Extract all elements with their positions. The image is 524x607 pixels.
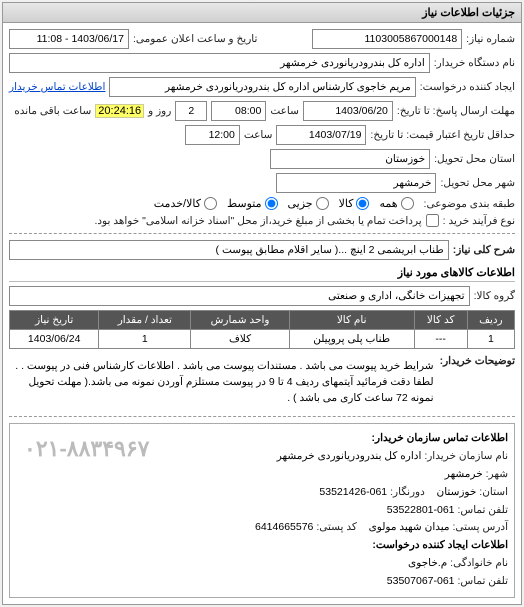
remain-days-input: [175, 101, 207, 121]
validity-time-input[interactable]: [185, 125, 240, 145]
subject-class-row: طبقه بندی موضوعی: همه کالا جزیی متوسط کا…: [9, 197, 515, 210]
table-header-cell: کد کالا: [414, 311, 467, 330]
radio-partial-label: جزیی: [288, 197, 313, 210]
validity-date-input[interactable]: [276, 125, 366, 145]
family-value: م.خاجوی: [408, 557, 447, 569]
deadline-label: مهلت ارسال پاسخ: تا تاریخ:: [397, 105, 515, 117]
remain-time: 20:24:16: [95, 104, 144, 118]
purchase-type-note: پرداخت تمام یا بخشی از مبلغ خرید،از محل …: [94, 215, 421, 227]
notes-text: شرایط خرید پیوست می باشد . مستندات پیوست…: [9, 355, 436, 410]
table-cell: 1: [467, 330, 514, 349]
req-no-input[interactable]: [312, 29, 462, 49]
validity-time-label: ساعت: [244, 129, 273, 141]
postal-label: کد پستی:: [316, 521, 357, 533]
cphone-value: 061-53522801: [387, 504, 455, 516]
table-header-row: ردیفکد کالانام کالاواحد شمارشتعداد / مقد…: [10, 311, 515, 330]
creator-phone-value: 061-53507067: [387, 575, 455, 587]
table-cell: ---: [414, 330, 467, 349]
purchase-type-checkbox[interactable]: [426, 214, 439, 227]
items-section-title: اطلاعات کالاهای مورد نیاز: [9, 266, 515, 282]
goods-group-input[interactable]: [9, 286, 470, 306]
table-header-cell: نام کالا: [289, 311, 414, 330]
postal-value: 6414665576: [255, 521, 313, 533]
radio-medium[interactable]: متوسط: [227, 197, 278, 210]
creator-input[interactable]: [109, 77, 415, 97]
items-table: ردیفکد کالانام کالاواحد شمارشتعداد / مقد…: [9, 310, 515, 349]
device-label: نام دستگاه خریدار:: [434, 57, 515, 69]
deadline-date-input[interactable]: [303, 101, 393, 121]
announce-label: تاریخ و ساعت اعلان عمومی:: [133, 33, 257, 45]
fax-label: دورنگار:: [390, 486, 425, 498]
purchase-type-label: نوع فرآیند خرید :: [443, 215, 515, 227]
province-label: استان محل تحویل:: [434, 153, 515, 165]
org-label: نام سازمان خریدار:: [424, 450, 508, 462]
table-header-cell: تعداد / مقدار: [99, 311, 191, 330]
radio-all-label: همه: [379, 197, 397, 210]
address-value: میدان شهید مولوی: [369, 521, 450, 533]
deadline-time-input[interactable]: [211, 101, 266, 121]
city-label: شهر محل تحویل:: [440, 177, 515, 189]
ccity-label: شهر:: [486, 468, 508, 480]
table-header-cell: تاریخ نیاز: [10, 311, 99, 330]
radio-goods[interactable]: کالا: [339, 197, 370, 210]
table-cell: 1403/06/24: [10, 330, 99, 349]
buyer-contact-link[interactable]: اطلاعات تماس خریدار: [9, 81, 105, 93]
province-input[interactable]: [270, 149, 430, 169]
req-no-label: شماره نیاز:: [466, 33, 515, 45]
table-cell: کلاف: [191, 330, 290, 349]
creator-label: ایجاد کننده درخواست:: [420, 81, 515, 93]
table-header-cell: واحد شمارش: [191, 311, 290, 330]
creator-phone-label: تلفن تماس:: [457, 575, 508, 587]
panel-title: جزئیات اطلاعات نیاز: [3, 3, 521, 23]
org-value: اداره کل بندرودریانوردی خرمشهر: [277, 450, 422, 462]
table-cell: طناب پلی پروپیلن: [289, 330, 414, 349]
device-input[interactable]: [9, 53, 430, 73]
need-desc-label: شرح کلی نیاز:: [453, 244, 515, 256]
radio-medium-label: متوسط: [227, 197, 262, 210]
radio-goods-service-label: کالا/خدمت: [154, 197, 201, 210]
need-details-panel: جزئیات اطلاعات نیاز شماره نیاز: تاریخ و …: [2, 2, 522, 605]
contact-box: اطلاعات تماس سازمان خریدار: نام سازمان خ…: [9, 423, 515, 598]
goods-group-label: گروه کالا:: [474, 290, 515, 302]
address-label: آدرس پستی:: [452, 521, 508, 533]
cphone-label: تلفن تماس:: [457, 504, 508, 516]
subject-class-label: طبقه بندی موضوعی:: [424, 198, 515, 210]
notes-label: توضیحات خریدار:: [440, 355, 515, 367]
fax-value: 061-53521426: [319, 486, 387, 498]
contact-section-title: اطلاعات تماس سازمان خریدار:: [150, 430, 509, 448]
validity-label: حداقل تاریخ اعتبار قیمت: تا تاریخ:: [370, 129, 515, 141]
big-phone: ۰۲۱-۸۸۳۴۹۶۷: [16, 430, 150, 591]
deadline-time-label: ساعت: [270, 105, 299, 117]
cprovince-label: استان:: [479, 486, 508, 498]
need-desc-input[interactable]: [9, 240, 449, 260]
table-cell: 1: [99, 330, 191, 349]
radio-all[interactable]: همه: [379, 197, 413, 210]
announce-input[interactable]: [9, 29, 129, 49]
family-label: نام خانوادگی:: [450, 557, 508, 569]
table-row[interactable]: 1---طناب پلی پروپیلنکلاف11403/06/24: [10, 330, 515, 349]
radio-goods-label: کالا: [339, 197, 354, 210]
table-header-cell: ردیف: [467, 311, 514, 330]
remain-suffix: ساعت باقی مانده: [14, 105, 91, 117]
ccity-value: خرمشهر: [445, 468, 483, 480]
city-input[interactable]: [276, 173, 436, 193]
form-body: شماره نیاز: تاریخ و ساعت اعلان عمومی: نا…: [3, 23, 521, 604]
cprovince-value: خوزستان: [436, 486, 476, 498]
radio-goods-service[interactable]: کالا/خدمت: [154, 197, 217, 210]
radio-partial[interactable]: جزیی: [288, 197, 329, 210]
creator-section-title: اطلاعات ایجاد کننده درخواست:: [150, 537, 509, 555]
remain-days-label: روز و: [148, 105, 171, 117]
